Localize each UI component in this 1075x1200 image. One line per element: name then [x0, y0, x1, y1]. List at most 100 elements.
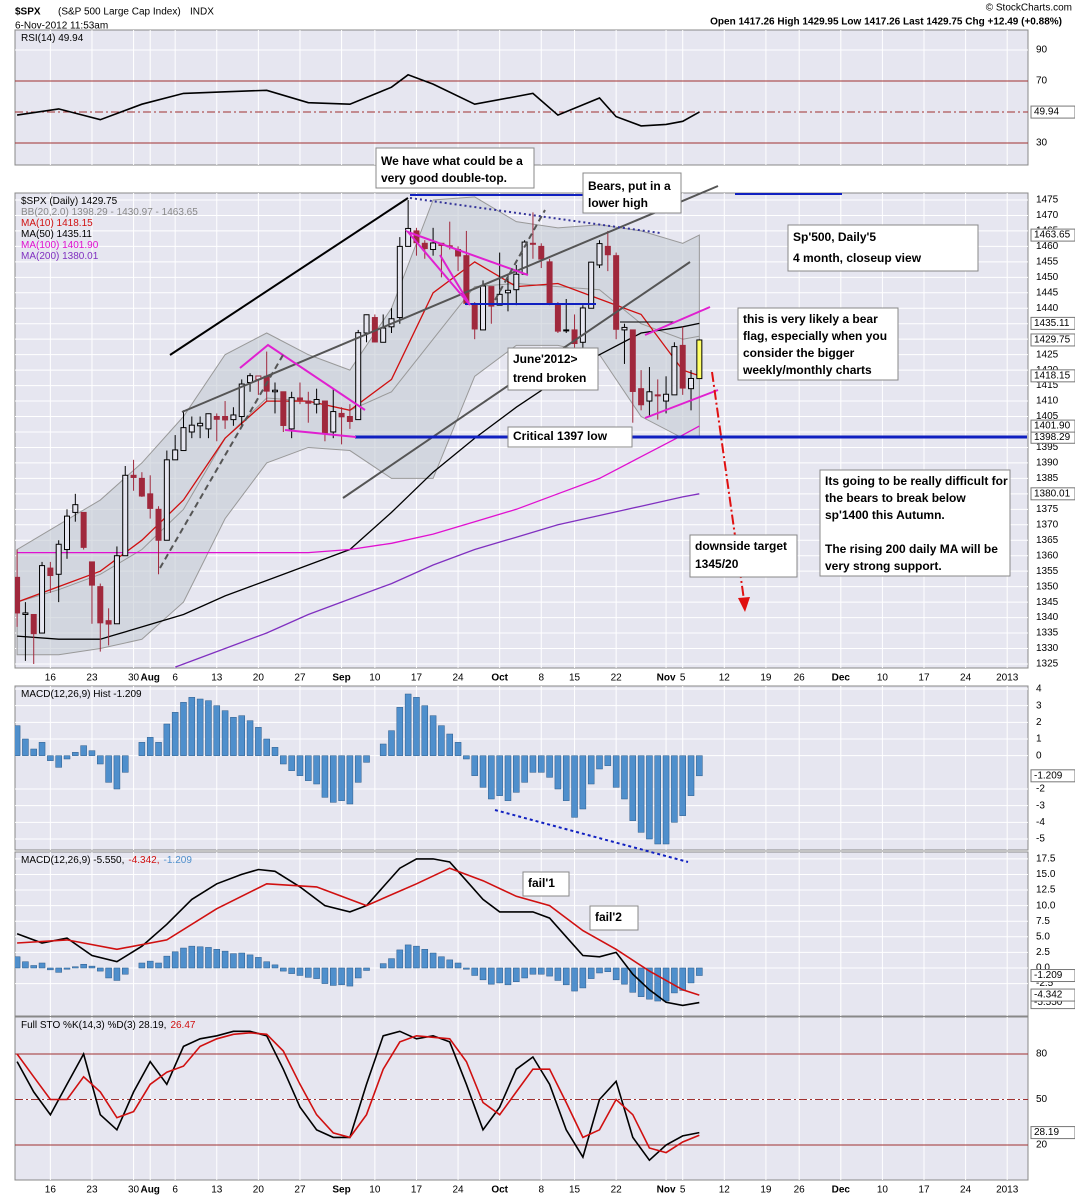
candle-body	[72, 504, 79, 513]
histogram-bar	[587, 967, 595, 979]
x-tick-label: 5	[680, 673, 686, 684]
histogram-bar	[454, 742, 462, 756]
y-tick-label: 0.0	[1036, 963, 1050, 974]
histogram-bar	[679, 755, 686, 816]
x-tick-label: 30	[128, 673, 140, 684]
histogram-bar	[80, 745, 87, 756]
histogram-bar	[438, 956, 445, 969]
x-tick-label: 12	[719, 1185, 731, 1196]
value-label: -1.209	[1034, 970, 1063, 981]
histogram-bar	[47, 967, 54, 971]
y-tick-label: 3	[1036, 700, 1042, 711]
plot-area	[15, 30, 1028, 165]
annotation-text: fail'1	[528, 876, 555, 890]
plot-area	[15, 686, 1028, 850]
candle-body	[39, 565, 46, 634]
histogram-bar	[246, 954, 254, 969]
value-label: 1401.90	[1034, 421, 1071, 432]
moving-average	[174, 493, 700, 668]
y-tick-label: -3	[1036, 800, 1045, 811]
candle-body	[155, 508, 162, 541]
candle-body	[163, 459, 170, 541]
histogram-bar	[479, 755, 487, 788]
x-tick-label: Aug	[140, 1185, 159, 1196]
y-tick-label: 1415	[1036, 380, 1059, 391]
annotation-text: very strong support.	[825, 559, 942, 573]
x-tick-label: Dec	[832, 673, 851, 684]
histogram-bar	[354, 967, 362, 979]
histogram-bar	[330, 967, 337, 986]
candle-body	[663, 393, 670, 402]
candle-body	[338, 412, 345, 418]
indicator-line	[17, 867, 700, 996]
x-tick-label: 22	[611, 673, 623, 684]
legend-text: RSI(14) 49.94	[21, 33, 84, 44]
value-label: 49.94	[1034, 107, 1059, 118]
value-label: 1398.29	[1034, 432, 1071, 443]
annotation-text: very good double-top.	[381, 171, 507, 185]
y-tick-label: 1425	[1036, 349, 1059, 360]
x-tick-label: Nov	[657, 1185, 676, 1196]
legend-text: MA(50) 1435.11	[21, 229, 92, 240]
histogram-bar	[321, 967, 329, 984]
panels: $SPX (S&P 500 Large Cap Index) INDX 6-Nov-2…	[14, 3, 1075, 1196]
histogram-bar	[454, 962, 462, 969]
x-tick-label: 22	[611, 1185, 623, 1196]
candle-body	[613, 255, 620, 330]
histogram-bar	[55, 967, 62, 973]
histogram-bar	[396, 707, 404, 756]
plot-area	[15, 1017, 1028, 1180]
histogram-bar	[513, 755, 520, 793]
symbol: $SPX	[15, 7, 41, 18]
candle-body	[513, 273, 520, 291]
y-tick-label: 30	[1036, 138, 1048, 149]
histogram-bar	[213, 705, 221, 756]
moving-average	[17, 322, 700, 640]
candle-body	[488, 286, 495, 307]
histogram-bar	[171, 951, 179, 969]
histogram-bar	[288, 967, 295, 974]
value-label: -4.342	[1034, 990, 1063, 1001]
legend-entry: Full STO %K(14,3) %D(3) 28.19, 26.47	[21, 1020, 196, 1031]
candle-body	[421, 242, 428, 250]
y-tick-label: 1335	[1036, 628, 1059, 639]
x-tick-label: 27	[294, 673, 306, 684]
trend-line	[169, 197, 409, 356]
x-tick-label: 24	[452, 1185, 464, 1196]
value-label: 1463.65	[1034, 230, 1071, 241]
candle-body	[30, 613, 37, 635]
histogram-bar	[196, 698, 204, 756]
histogram-bar	[363, 755, 370, 763]
histogram-bar	[496, 967, 503, 984]
plot-area	[15, 852, 1028, 1016]
histogram-bar	[280, 967, 287, 972]
candle-body	[679, 344, 686, 389]
y-tick-label: 1330	[1036, 643, 1059, 654]
histogram-bar	[138, 962, 146, 969]
annotation-text: Its going to be really difficult for	[825, 474, 1008, 488]
candle-body	[346, 416, 353, 422]
candle-body	[471, 304, 478, 330]
candle-body	[330, 411, 337, 433]
annotation-text: downside target	[695, 539, 787, 553]
histogram-bar	[429, 952, 437, 969]
annotation-text: weekly/monthly charts	[742, 363, 872, 377]
annotation-text: Critical 1397 low	[513, 429, 608, 443]
y-tick-label: 1395	[1036, 442, 1059, 453]
candle-body	[596, 243, 603, 266]
y-tick-label: 1445	[1036, 287, 1059, 298]
histogram-bar	[97, 967, 104, 972]
x-tick-label: 24	[960, 1185, 972, 1196]
y-tick-label: 1355	[1036, 566, 1059, 577]
x-tick-label: 26	[794, 1185, 806, 1196]
dashed-line	[159, 354, 284, 569]
candle-body	[604, 245, 611, 256]
x-tick-label: 16	[45, 673, 57, 684]
y-tick-label: 80	[1036, 1049, 1048, 1060]
histogram-bar	[646, 755, 653, 840]
target-arrow	[711, 371, 745, 601]
histogram-bar	[596, 755, 603, 770]
candle-body	[638, 388, 645, 406]
candle-body	[238, 383, 245, 418]
